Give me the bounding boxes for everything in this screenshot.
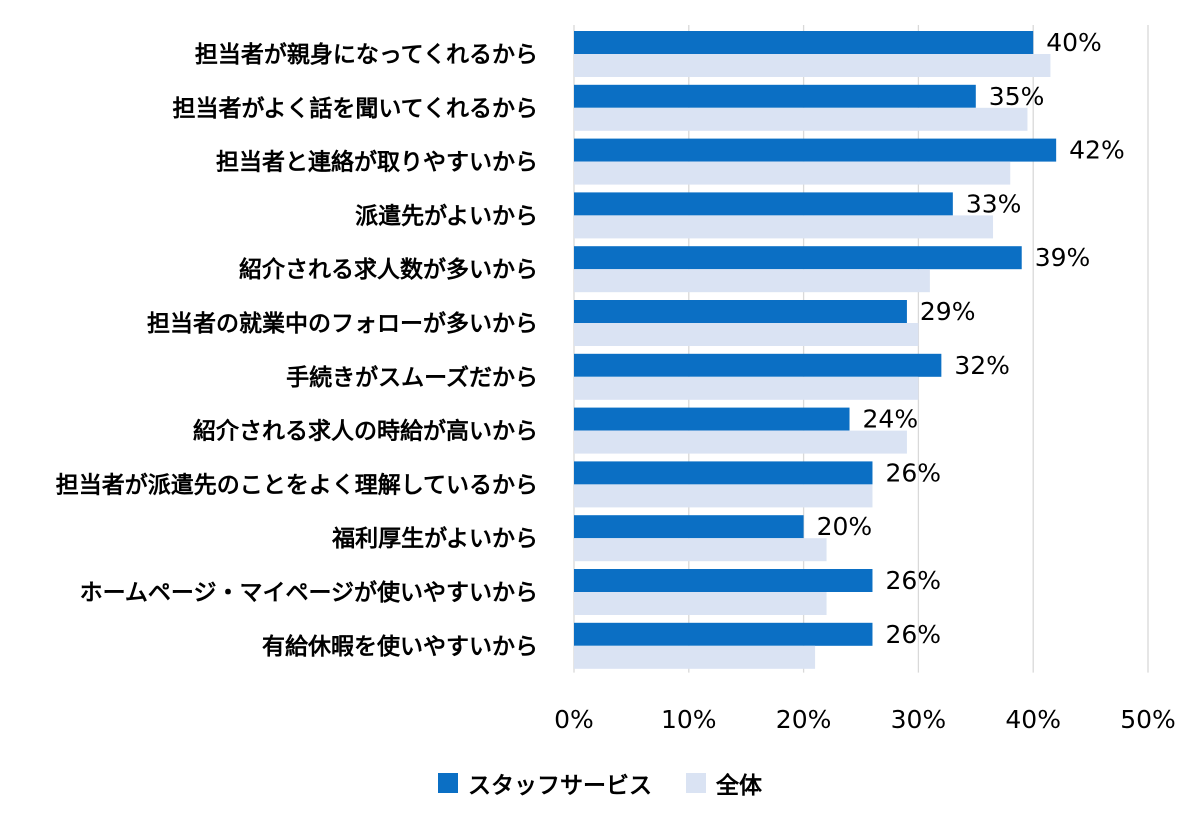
legend: スタッフサービス 全体 — [0, 763, 1200, 803]
x-tick-label: 0% — [554, 705, 594, 734]
bar-series-2 — [574, 269, 930, 293]
bar-series-2 — [574, 430, 907, 454]
category-label: 手続きがスムーズだから — [286, 364, 538, 391]
category-label: 福利厚生がよいから — [331, 525, 538, 552]
bar-series-1 — [574, 138, 1057, 162]
legend-label-series-2: 全体 — [716, 773, 762, 799]
data-label: 26% — [885, 620, 941, 649]
bar-series-1 — [574, 31, 1034, 54]
x-axis-ticks: 0% 10% 20% 30% 40% 50% — [554, 705, 1176, 734]
data-label: 20% — [817, 512, 873, 541]
bar-series-1 — [574, 622, 873, 646]
bar-series-1 — [574, 569, 873, 592]
category-label: 担当者が親身になってくれるから — [195, 41, 538, 68]
bar-series-1 — [574, 84, 976, 108]
legend-swatch-series-2 — [686, 773, 706, 793]
bar-series-2 — [574, 645, 816, 669]
data-label: 32% — [954, 351, 1010, 380]
x-tick-label: 40% — [1005, 705, 1061, 734]
category-label: 有給休暇を使いやすいから — [262, 633, 538, 660]
bar-series-1 — [574, 407, 850, 431]
bar-series-1 — [574, 353, 942, 377]
category-label: 担当者と連絡が取りやすいから — [216, 149, 538, 176]
data-label: 29% — [920, 297, 976, 326]
legend-item-series-2: 全体 — [686, 766, 762, 800]
data-label: 40% — [1046, 28, 1102, 57]
bar-series-2 — [574, 323, 919, 346]
category-label: 担当者がよく話を聞いてくれるから — [173, 95, 538, 122]
x-tick-label: 30% — [891, 705, 947, 734]
data-label: 42% — [1069, 136, 1125, 165]
bar-series-1 — [574, 246, 1022, 270]
bar-series-2 — [574, 54, 1051, 77]
bar-series-1 — [574, 192, 953, 216]
data-label: 26% — [885, 566, 941, 595]
bar-series-2 — [574, 592, 827, 615]
bar-series-2 — [574, 484, 873, 508]
category-label: 紹介される求人数が多いから — [239, 256, 538, 283]
category-label: 担当者が派遣先のことをよく理解しているから — [56, 471, 538, 498]
bar-series-1 — [574, 461, 873, 485]
bar-series-2 — [574, 538, 827, 562]
bar-series-1 — [574, 515, 804, 539]
category-labels: 担当者が親身になってくれるから担当者がよく話を聞いてくれるから担当者と連絡が取り… — [56, 41, 538, 660]
bar-series-2 — [574, 215, 994, 239]
category-label: 担当者の就業中のフォローが多いから — [147, 310, 538, 337]
bar-series-2 — [574, 107, 1028, 131]
x-tick-label: 10% — [661, 705, 717, 734]
x-tick-label: 20% — [776, 705, 832, 734]
gridlines — [573, 25, 1149, 673]
legend-item-series-1: スタッフサービス — [438, 766, 652, 800]
chart-svg: 担当者が親身になってくれるから担当者がよく話を聞いてくれるから担当者と連絡が取り… — [56, 25, 1176, 734]
bar-series-1 — [574, 300, 907, 323]
data-label: 24% — [863, 405, 919, 434]
category-label: 紹介される求人の時給が高いから — [193, 418, 538, 445]
data-label: 26% — [885, 458, 941, 487]
x-tick-label: 50% — [1120, 705, 1176, 734]
category-label: 派遣先がよいから — [355, 202, 538, 229]
bars — [574, 31, 1057, 669]
bar-series-2 — [574, 161, 1011, 185]
data-label: 35% — [989, 82, 1045, 111]
data-label: 33% — [966, 189, 1022, 218]
legend-swatch-series-1 — [438, 773, 458, 793]
data-label: 39% — [1035, 243, 1091, 272]
data-labels: 40%35% 42% 33% 39% 29% 32% 24% 26% 20% 26% 26% — [817, 28, 1125, 649]
category-label: ホームページ・マイページが使いやすいから — [80, 579, 538, 606]
legend-label-series-1: スタッフサービス — [468, 773, 652, 799]
bar-series-2 — [574, 376, 919, 400]
